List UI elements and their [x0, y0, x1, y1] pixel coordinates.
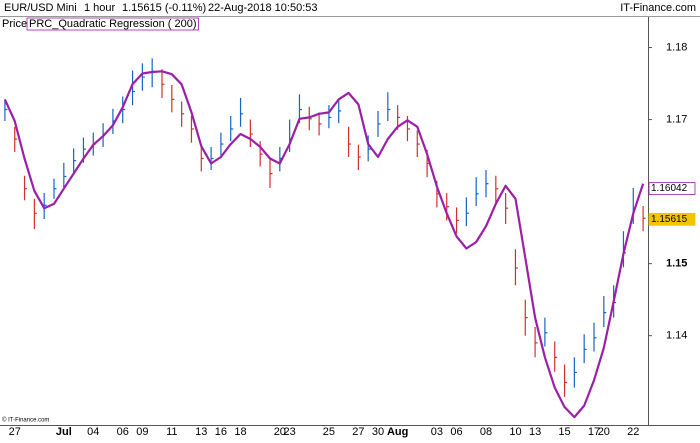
x-tick-label: 23: [284, 426, 296, 438]
x-tick-label: 06: [117, 426, 129, 438]
instrument: EUR/USD Mini: [4, 2, 77, 14]
x-tick-label: 04: [87, 426, 99, 438]
x-tick-label: 06: [450, 426, 462, 438]
value-box: [648, 212, 696, 226]
datetime: 22-Aug-2018 10:50:53: [208, 2, 317, 14]
x-tick-label: 25: [323, 426, 335, 438]
x-tick-label: 15: [558, 426, 570, 438]
brand: IT-Finance.com: [620, 2, 696, 14]
x-tick-label: 30: [372, 426, 384, 438]
regression-line: [3, 70, 645, 419]
x-tick-label: 20: [274, 426, 286, 438]
x-tick-label: 17: [588, 426, 600, 438]
x-tick-label: 08: [480, 426, 492, 438]
legend-box: [26, 17, 199, 31]
x-tick-label: 03: [431, 426, 443, 438]
x-tick-label: 11: [166, 426, 177, 438]
y-tick-label: 1.17: [666, 113, 687, 125]
x-tick-label: 22: [627, 426, 639, 438]
y-tick-label: 1.15: [666, 258, 687, 270]
x-tick-label: 16: [215, 426, 227, 438]
value-box: [648, 182, 696, 195]
x-tick-label: 27: [352, 426, 364, 438]
footer: © IT-Finance.com: [2, 417, 49, 424]
x-tick-label: Aug: [387, 426, 408, 438]
x-tick-label: 18: [234, 426, 246, 438]
x-tick-label: 13: [195, 426, 207, 438]
x-tick-label: Jul: [56, 426, 72, 438]
quote: 1.15615 (-0.11%): [122, 2, 206, 14]
x-tick-label: 27: [9, 426, 21, 438]
x-tick-label: 10: [509, 426, 521, 438]
legend-entry: PRC_Quadratic Regression ( 200): [29, 18, 197, 30]
y-tick-label: 1.18: [666, 41, 687, 53]
x-tick-label: 09: [136, 426, 148, 438]
value-box-label: 1.15615: [651, 214, 688, 225]
x-tick-label: 20: [598, 426, 610, 438]
value-box-label: 1.16042: [651, 183, 688, 194]
price-label: Price: [2, 18, 27, 30]
timeframe: 1 hour: [84, 2, 116, 14]
x-tick-label: 13: [529, 426, 541, 438]
y-tick-label: 1.14: [666, 330, 687, 342]
